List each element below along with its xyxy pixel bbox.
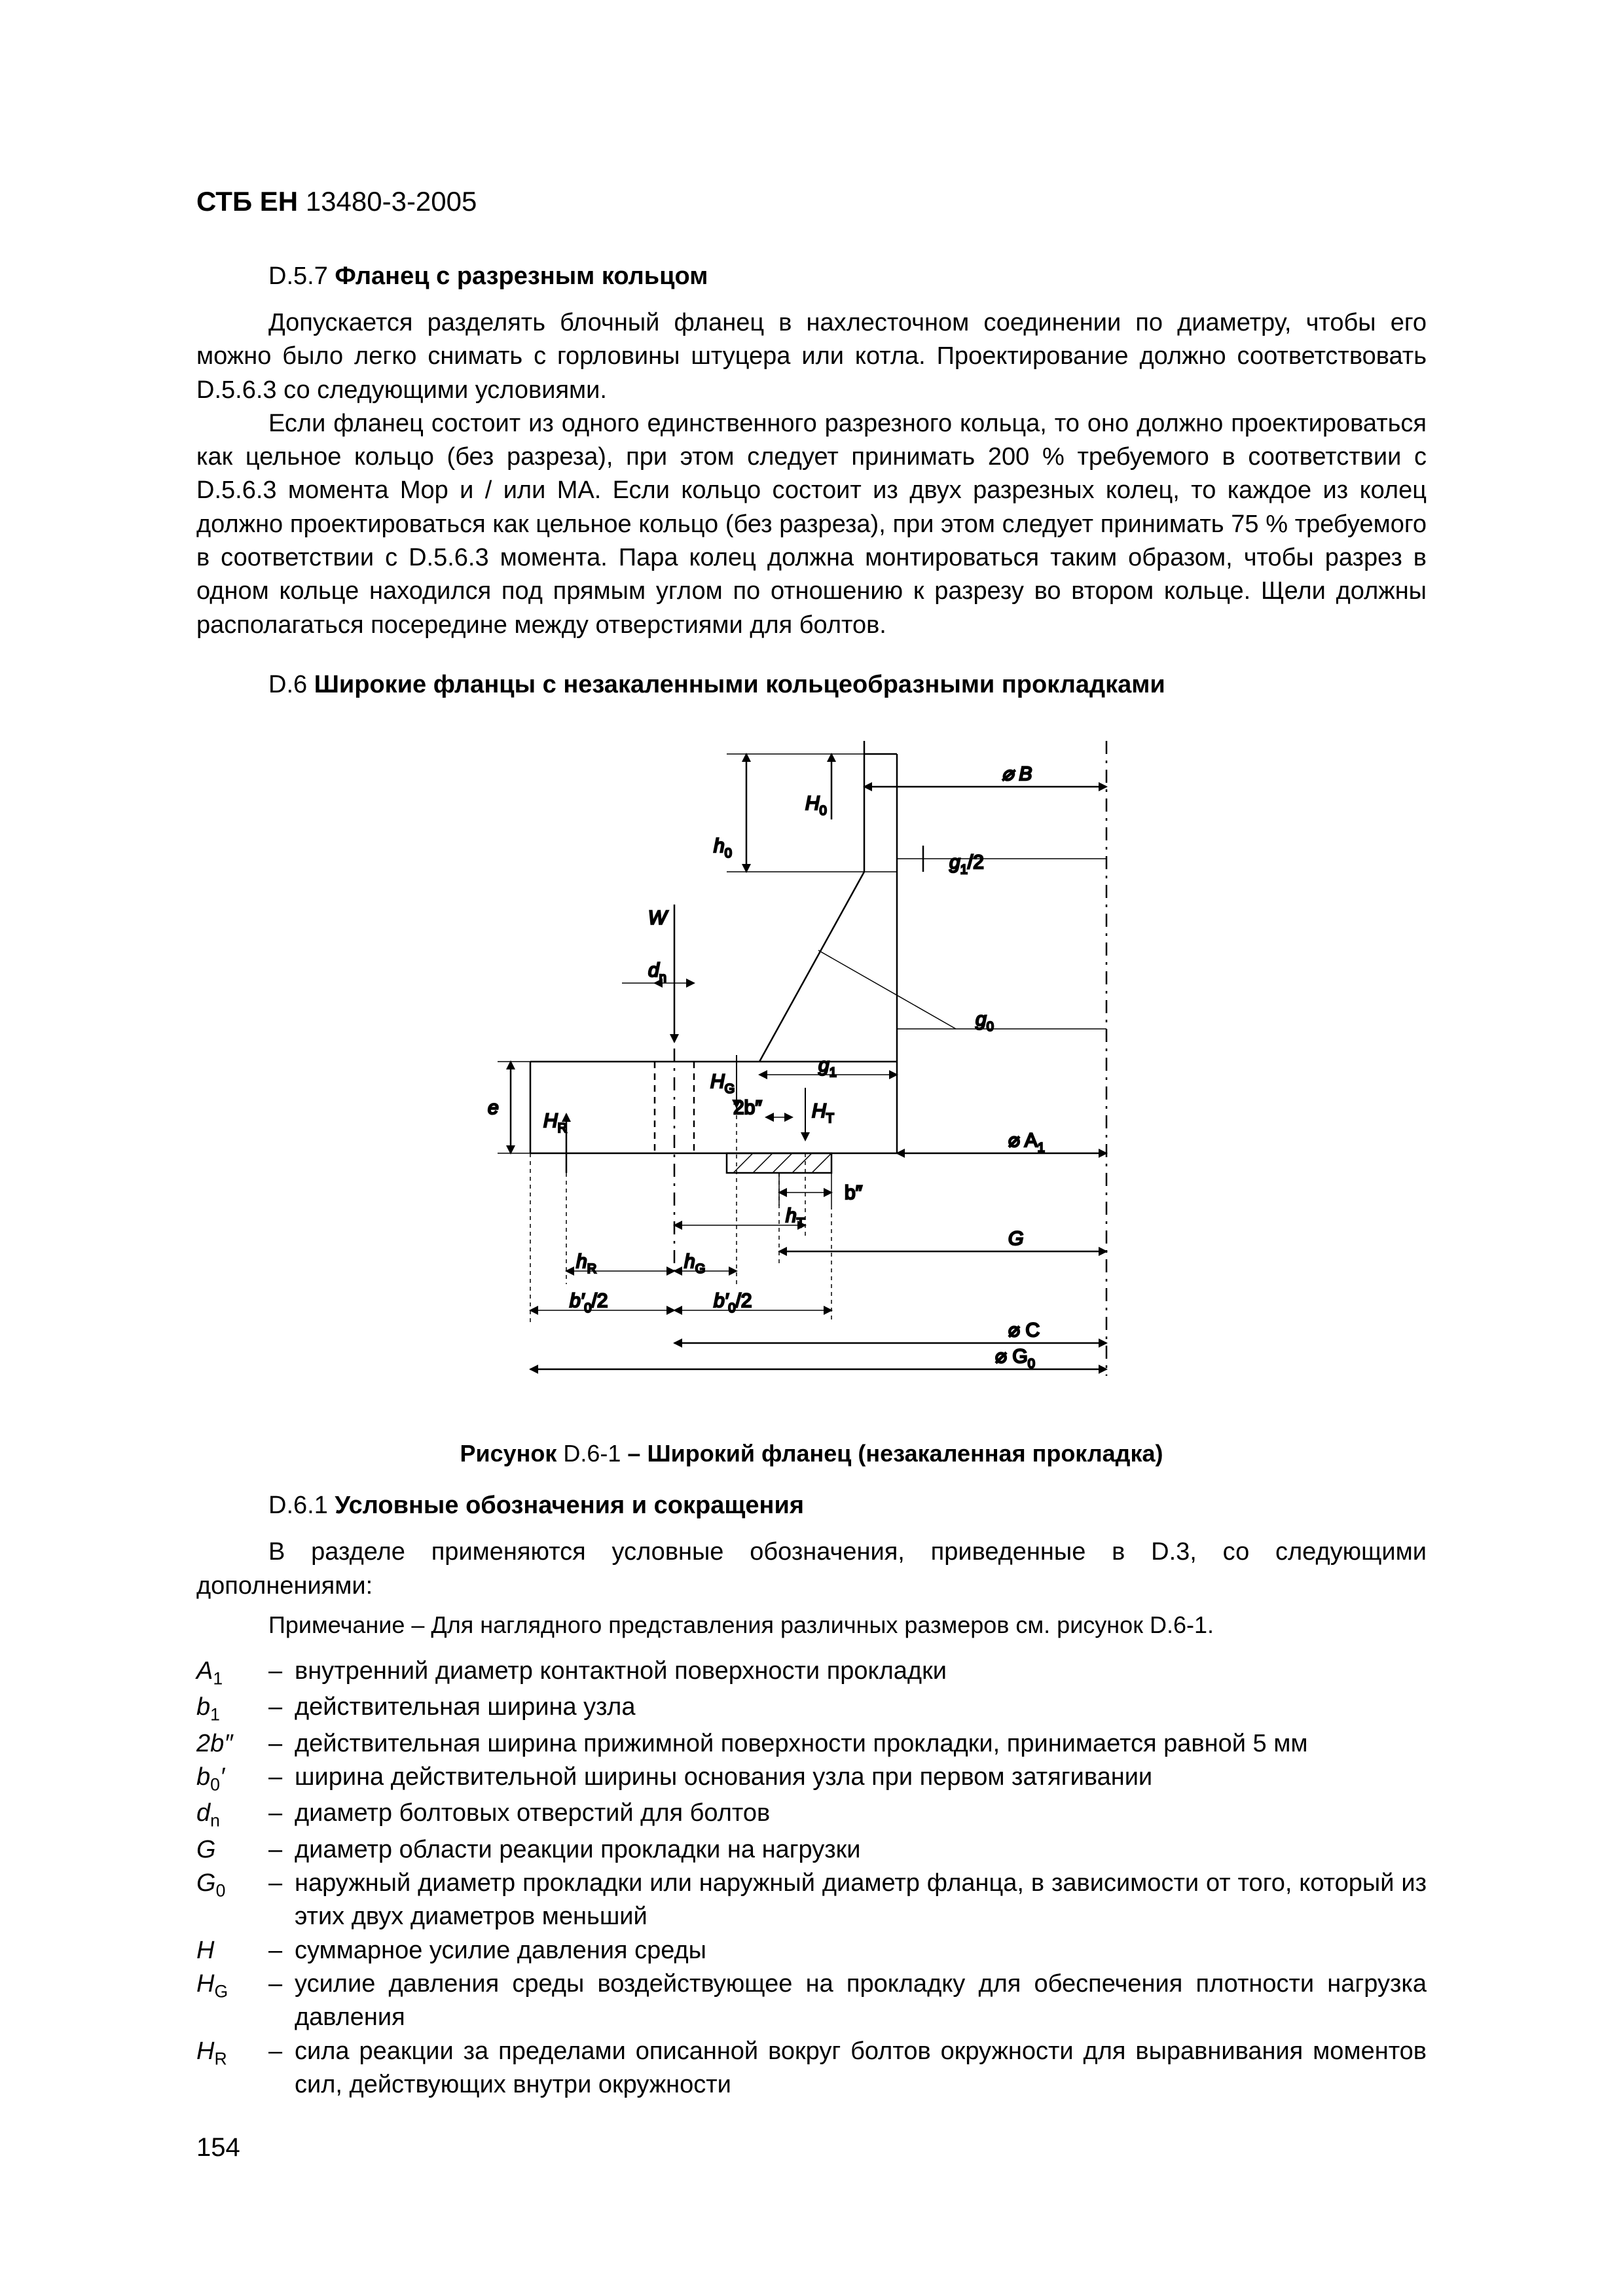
label-G: G [1008, 1228, 1023, 1249]
figure-caption-title: Широкий фланец (незакаленная прокладка) [647, 1440, 1163, 1467]
svg-text:HT: HT [812, 1100, 834, 1126]
definition-dash: – [268, 1867, 295, 1900]
definition-description: действительная ширина узла [295, 1691, 1427, 1724]
svg-text:HG: HG [710, 1071, 735, 1096]
figure-caption-pre: Рисунок [460, 1440, 563, 1467]
header-prefix: СТБ ЕН [196, 186, 306, 217]
definition-row: b0′–ширина действительной ширины основан… [196, 1761, 1427, 1797]
section-d61-heading: D.6.1 Условные обозначения и сокращения [196, 1489, 1427, 1522]
d61-intro: В разделе применяются условные обозначен… [196, 1535, 1427, 1603]
section-d6-title: Широкие фланцы с незакаленными кольцеобр… [314, 671, 1165, 698]
definition-symbol: HG [196, 1967, 268, 2003]
definition-dash: – [268, 1691, 295, 1724]
svg-text:b′0/2: b′0/2 [714, 1290, 752, 1316]
svg-text:b′0/2: b′0/2 [570, 1290, 608, 1316]
definition-dash: – [268, 1833, 295, 1867]
definition-symbol: G [196, 1833, 268, 1867]
section-d61-title: Условные обозначения и сокращения [335, 1492, 804, 1519]
definition-dash: – [268, 1655, 295, 1688]
figure-caption-dash: – [621, 1440, 647, 1467]
label-dC: ⌀ C [1008, 1319, 1040, 1341]
figure-d6-1: ⌀ B H0 h0 g1/2 W dn [196, 721, 1427, 1418]
definition-row: 2b″–действительная ширина прижимной пове… [196, 1727, 1427, 1761]
svg-text:⌀ G0: ⌀ G0 [995, 1346, 1035, 1371]
svg-text:h0: h0 [714, 835, 732, 861]
figure-caption-num: D.6-1 [563, 1440, 621, 1467]
label-W: W [648, 907, 668, 929]
d57-para-1: Допускается разделять блочный фланец в н… [196, 306, 1427, 407]
section-d57-heading: D.5.7 Фланец с разрезным кольцом [196, 260, 1427, 293]
definition-row: A1–внутренний диаметр контактной поверхн… [196, 1655, 1427, 1691]
svg-text:hR: hR [576, 1251, 596, 1276]
definition-symbol: A1 [196, 1655, 268, 1691]
definition-description: внутренний диаметр контактной поверхност… [295, 1655, 1427, 1688]
svg-text:hG: hG [684, 1251, 705, 1276]
doc-header: СТБ ЕН 13480-3-2005 [196, 183, 1427, 221]
definition-symbol: b0′ [196, 1761, 268, 1797]
definition-row: HG–усилие давления среды воздействующее … [196, 1967, 1427, 2035]
definition-symbol: G0 [196, 1867, 268, 1903]
definition-description: наружный диаметр прокладки или наружный … [295, 1867, 1427, 1934]
definition-dash: – [268, 1761, 295, 1794]
definition-dash: – [268, 1797, 295, 1830]
definition-symbol: HR [196, 2035, 268, 2071]
definition-row: G–диаметр области реакции прокладки на н… [196, 1833, 1427, 1867]
definition-dash: – [268, 1727, 295, 1761]
section-d57-num: D.5.7 [268, 262, 335, 290]
definition-row: HR–сила реакции за пределами описанной в… [196, 2035, 1427, 2102]
definition-description: ширина действительной ширины основания у… [295, 1761, 1427, 1794]
svg-text:HR: HR [543, 1110, 567, 1136]
figure-svg: ⌀ B H0 h0 g1/2 W dn [452, 721, 1172, 1408]
d61-note: Примечание – Для наглядного представлени… [196, 1609, 1427, 1641]
svg-text:g1/2: g1/2 [949, 852, 984, 877]
section-d57-body: Допускается разделять блочный фланец в н… [196, 306, 1427, 642]
definition-symbol: 2b″ [196, 1727, 268, 1761]
definitions-list: A1–внутренний диаметр контактной поверхн… [196, 1655, 1427, 2102]
svg-text:2b″: 2b″ [733, 1097, 762, 1119]
definition-description: усилие давления среды воздействующее на … [295, 1967, 1427, 2035]
definition-symbol: H [196, 1934, 268, 1967]
definition-description: действительная ширина прижимной поверхно… [295, 1727, 1427, 1761]
label-dB: ⌀ B [1002, 763, 1032, 785]
section-d57-title: Фланец с разрезным кольцом [335, 262, 708, 290]
section-d61-num: D.6.1 [268, 1492, 335, 1519]
definition-description: сила реакции за пределами описанной вокр… [295, 2035, 1427, 2102]
definition-row: H–суммарное усилие давления среды [196, 1934, 1427, 1967]
definition-symbol: b1 [196, 1691, 268, 1727]
definition-dash: – [268, 1967, 295, 2001]
section-d6-heading: D.6 Широкие фланцы с незакаленными кольц… [196, 668, 1427, 702]
svg-text:g0: g0 [976, 1009, 994, 1034]
header-number: 13480-3-2005 [306, 186, 477, 217]
definition-row: dn–диаметр болтовых отверстий для болтов [196, 1797, 1427, 1833]
definition-symbol: dn [196, 1797, 268, 1833]
definition-description: диаметр болтовых отверстий для болтов [295, 1797, 1427, 1830]
section-d6-num: D.6 [268, 671, 314, 698]
definition-row: G0–наружный диаметр прокладки или наружн… [196, 1867, 1427, 1934]
svg-text:hT: hT [786, 1205, 805, 1230]
svg-text:⌀ A1: ⌀ A1 [1008, 1130, 1045, 1155]
definition-dash: – [268, 2035, 295, 2068]
svg-text:b″: b″ [845, 1182, 863, 1204]
svg-text:dn: dn [648, 960, 666, 985]
definition-description: диаметр области реакции прокладки на наг… [295, 1833, 1427, 1867]
page: СТБ ЕН 13480-3-2005 D.5.7 Фланец с разре… [0, 0, 1623, 2296]
figure-caption: Рисунок D.6-1 – Широкий фланец (незакале… [196, 1438, 1427, 1470]
d57-para-2: Если фланец состоит из одного единственн… [196, 407, 1427, 642]
svg-text:g1: g1 [818, 1054, 837, 1080]
definition-description: суммарное усилие давления среды [295, 1934, 1427, 1967]
svg-text:H0: H0 [805, 793, 827, 818]
label-e: e [488, 1097, 499, 1119]
page-number: 154 [196, 2130, 240, 2165]
definition-row: b1–действительная ширина узла [196, 1691, 1427, 1727]
definition-dash: – [268, 1934, 295, 1967]
